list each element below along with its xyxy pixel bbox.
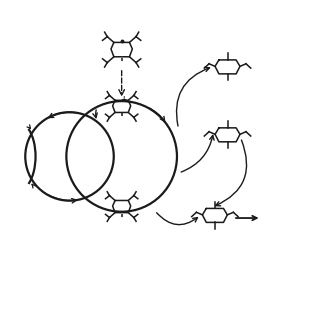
Text: +: + (120, 95, 126, 105)
